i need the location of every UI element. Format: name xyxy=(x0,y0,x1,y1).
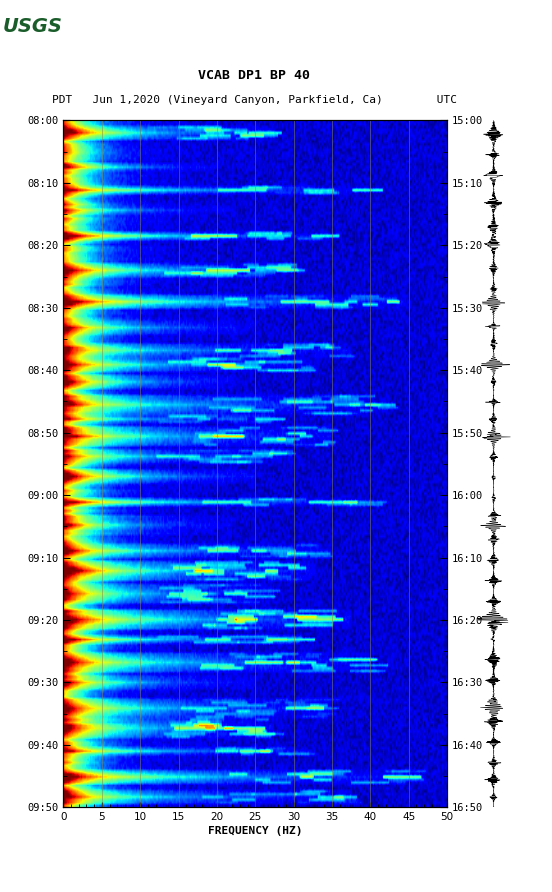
Text: USGS: USGS xyxy=(3,17,62,37)
X-axis label: FREQUENCY (HZ): FREQUENCY (HZ) xyxy=(208,826,302,837)
Text: PDT   Jun 1,2020 (Vineyard Canyon, Parkfield, Ca)        UTC: PDT Jun 1,2020 (Vineyard Canyon, Parkfie… xyxy=(52,95,457,105)
Text: VCAB DP1 BP 40: VCAB DP1 BP 40 xyxy=(198,70,310,82)
